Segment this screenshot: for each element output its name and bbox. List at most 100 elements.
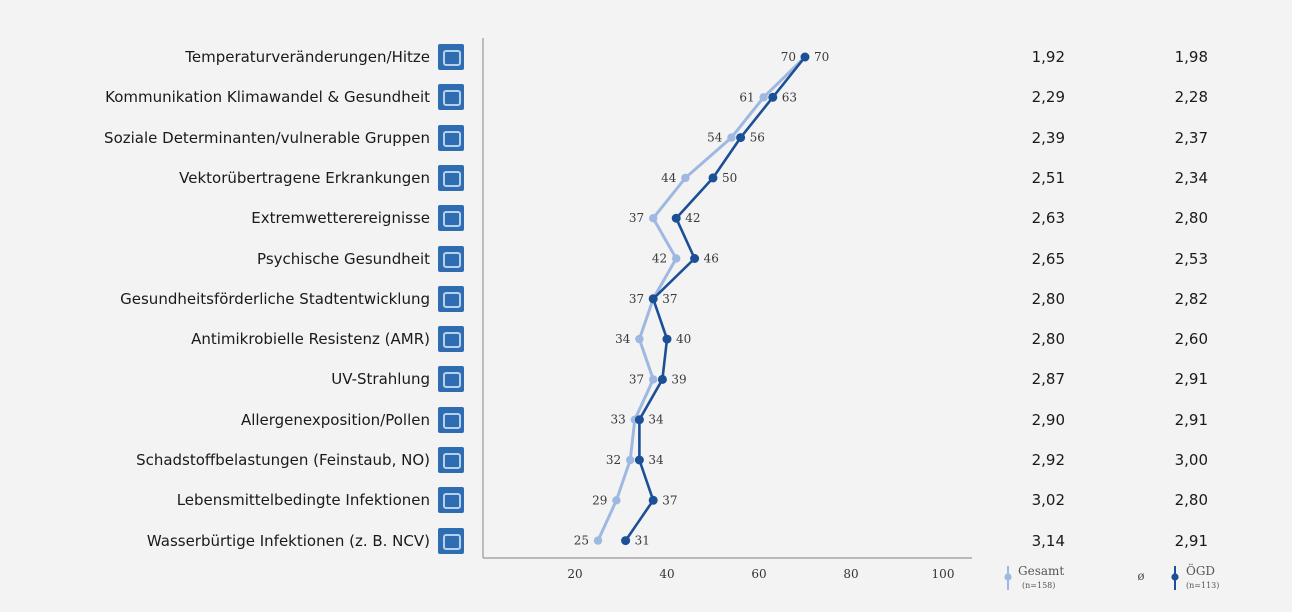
category-pictogram-icon bbox=[438, 326, 464, 353]
value-label-oegd: 42 bbox=[685, 211, 700, 225]
category-pictogram-icon bbox=[438, 285, 464, 312]
data-point-oegd bbox=[768, 92, 778, 102]
value-label-oegd: 31 bbox=[635, 534, 650, 548]
value-label-oegd: 46 bbox=[704, 252, 719, 266]
category-label: Kommunikation Klimawandel & Gesundheit bbox=[105, 88, 430, 107]
category-label: Extremwetterereignisse bbox=[251, 209, 430, 228]
category-label: Soziale Determinanten/vulnerable Gruppen bbox=[104, 128, 430, 147]
data-point-oegd bbox=[690, 254, 700, 263]
average-oegd: 2,34 bbox=[1174, 168, 1208, 187]
category-label: Schadstoffbelastungen (Feinstaub, NO) bbox=[136, 451, 430, 469]
data-point-gesamt bbox=[635, 334, 644, 344]
data-point-oegd bbox=[634, 455, 644, 465]
category-label: Antimikrobielle Resistenz (AMR) bbox=[191, 330, 430, 349]
average-oegd: 2,37 bbox=[1174, 128, 1208, 147]
category-pictogram-icon bbox=[438, 84, 464, 111]
category-label: Allergenexposition/Pollen bbox=[240, 410, 430, 429]
legend-average-symbol: ø bbox=[1137, 569, 1144, 583]
average-gesamt: 3,02 bbox=[1031, 491, 1065, 510]
legend-gesamt: Gesamt bbox=[1018, 564, 1064, 578]
category-pictogram-icon bbox=[438, 366, 464, 393]
average-gesamt: 1,92 bbox=[1031, 48, 1065, 66]
category-pictogram-icon bbox=[438, 527, 464, 554]
data-point-gesamt bbox=[626, 455, 635, 465]
data-point-oegd bbox=[662, 334, 672, 344]
category-pictogram-icon bbox=[438, 44, 464, 70]
category-pictogram-icon bbox=[438, 124, 464, 151]
x-tick-label: 80 bbox=[843, 567, 858, 581]
average-oegd: 2,60 bbox=[1174, 330, 1208, 349]
data-point-gesamt bbox=[593, 536, 603, 545]
category-label: Vektorübertragene Erkrankungen bbox=[179, 168, 430, 187]
average-gesamt: 2,39 bbox=[1031, 128, 1065, 147]
average-oegd: 2,91 bbox=[1174, 370, 1208, 389]
x-tick-label: 20 bbox=[567, 567, 582, 581]
value-label-oegd: 56 bbox=[750, 131, 765, 145]
average-oegd: 3,00 bbox=[1174, 451, 1208, 469]
value-label-gesamt: 61 bbox=[739, 90, 754, 104]
data-point-oegd bbox=[671, 213, 681, 223]
value-label-oegd: 50 bbox=[722, 171, 737, 185]
data-point-gesamt bbox=[759, 93, 768, 102]
value-label-gesamt: 37 bbox=[629, 372, 644, 386]
average-gesamt: 3,14 bbox=[1031, 531, 1065, 550]
value-label-gesamt: 37 bbox=[629, 292, 644, 306]
legend-gesamt-n: (n=158) bbox=[1022, 581, 1055, 590]
value-label-oegd: 63 bbox=[782, 90, 797, 104]
average-gesamt: 2,90 bbox=[1031, 410, 1065, 429]
average-gesamt: 2,87 bbox=[1031, 370, 1065, 389]
average-oegd: 2,28 bbox=[1174, 88, 1208, 107]
data-point-oegd bbox=[708, 173, 718, 183]
category-label: Wasserbürtige Infektionen (z. B. NCV) bbox=[146, 531, 430, 550]
value-label-gesamt: 44 bbox=[661, 171, 677, 185]
data-point-oegd bbox=[648, 294, 658, 304]
average-oegd: 2,82 bbox=[1174, 289, 1208, 308]
value-label-oegd: 34 bbox=[648, 413, 664, 427]
category-pictogram-icon bbox=[438, 164, 464, 191]
value-label-gesamt: 42 bbox=[652, 252, 667, 266]
category-label: Psychische Gesundheit bbox=[257, 249, 430, 268]
average-gesamt: 2,63 bbox=[1031, 209, 1065, 228]
data-point-gesamt bbox=[649, 375, 658, 384]
value-label-gesamt: 37 bbox=[629, 211, 644, 225]
average-gesamt: 2,65 bbox=[1031, 249, 1065, 268]
x-tick-label: 40 bbox=[659, 567, 674, 581]
average-oegd: 2,80 bbox=[1174, 491, 1208, 510]
data-point-gesamt bbox=[649, 214, 658, 223]
average-gesamt: 2,29 bbox=[1031, 88, 1065, 107]
legend-marker-dot bbox=[1004, 573, 1012, 581]
value-label-gesamt: 29 bbox=[592, 493, 607, 507]
data-point-oegd bbox=[657, 374, 667, 384]
value-label-oegd: 37 bbox=[662, 292, 677, 306]
data-point-gesamt bbox=[612, 496, 621, 505]
category-label: Temperaturveränderungen/Hitze bbox=[185, 48, 430, 66]
category-pictogram-icon bbox=[438, 245, 464, 272]
value-label-gesamt: 32 bbox=[606, 453, 621, 467]
data-point-gesamt bbox=[681, 173, 690, 183]
category-label: Gesundheitsförderliche Stadtentwicklung bbox=[120, 289, 430, 308]
average-oegd: 1,98 bbox=[1174, 48, 1208, 66]
value-label-gesamt: 25 bbox=[574, 534, 589, 548]
value-label-oegd: 39 bbox=[671, 372, 686, 386]
value-label-oegd: 40 bbox=[676, 332, 691, 346]
legend-oegd: ÖGD bbox=[1186, 562, 1215, 578]
average-oegd: 2,80 bbox=[1174, 209, 1208, 228]
category-pictogram-icon bbox=[438, 205, 464, 232]
legend-marker-dot bbox=[1171, 573, 1179, 581]
average-oegd: 2,91 bbox=[1174, 531, 1208, 550]
category-pictogram-icon bbox=[438, 487, 464, 514]
average-gesamt: 2,51 bbox=[1031, 168, 1065, 187]
category-label: UV-Strahlung bbox=[331, 370, 430, 389]
data-point-gesamt bbox=[727, 133, 736, 142]
data-point-oegd bbox=[736, 133, 746, 143]
category-pictogram-icon bbox=[438, 406, 464, 433]
data-point-oegd bbox=[621, 536, 631, 546]
value-label-gesamt: 33 bbox=[611, 413, 626, 427]
data-point-oegd bbox=[800, 52, 810, 62]
legend-oegd-n: (n=113) bbox=[1186, 581, 1219, 590]
data-point-oegd bbox=[634, 415, 644, 425]
average-gesamt: 2,92 bbox=[1031, 451, 1065, 469]
value-label-gesamt: 54 bbox=[707, 131, 723, 145]
